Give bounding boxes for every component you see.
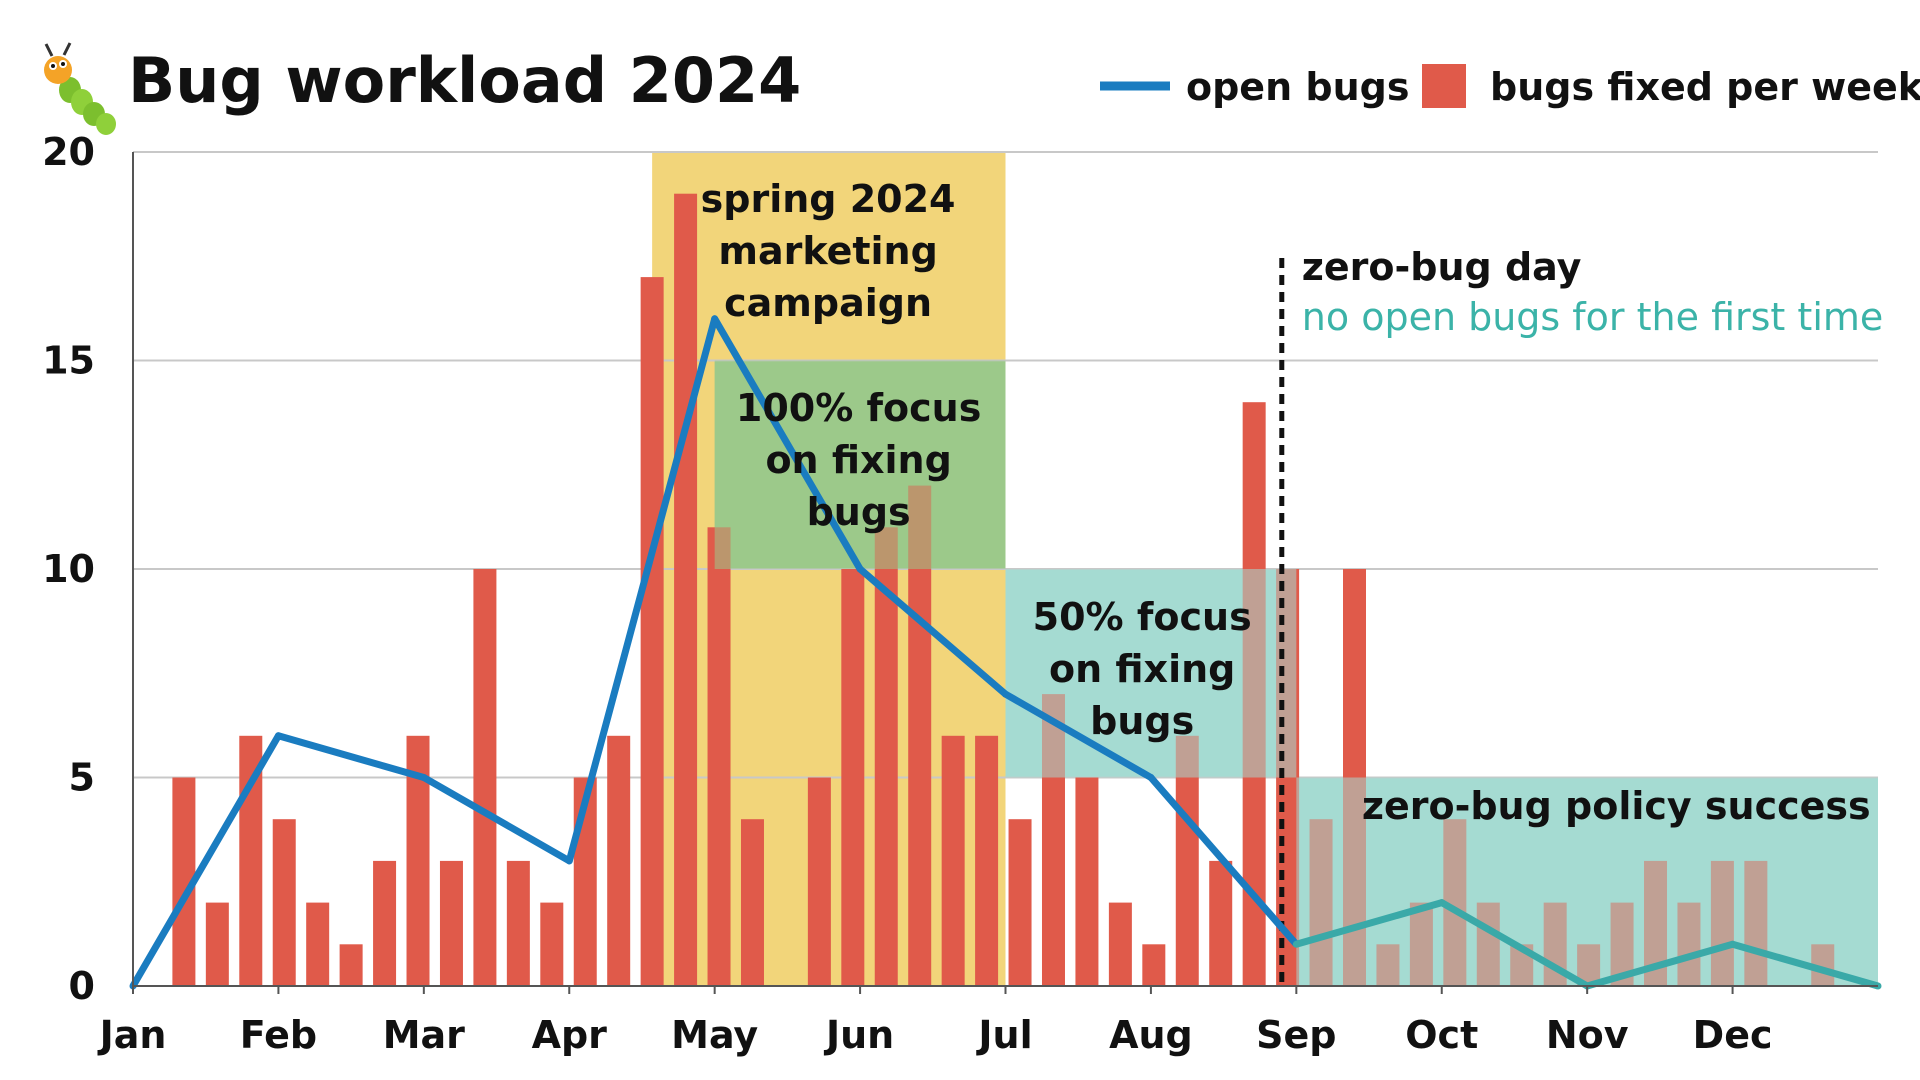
bar (941, 735, 965, 986)
legend: open bugs bugs fixed per week (1100, 64, 1920, 109)
bar (473, 569, 497, 986)
bar (373, 860, 397, 986)
bar (339, 944, 363, 986)
campaign-label: campaign (724, 281, 932, 325)
line-point (1147, 774, 1155, 781)
policy-label: zero-bug policy success (1362, 784, 1871, 828)
bar (908, 485, 932, 986)
line-series (129, 315, 1882, 990)
bar (540, 902, 564, 986)
annotation-labels: spring 2024 marketing campaign 100% focus on… (701, 177, 1884, 828)
chart-title: Bug workload 2024 (128, 44, 801, 117)
axes: 0 5 10 15 20 Jan Feb Mar Apr May Jun Jul Aug Sep Oct No… (42, 130, 1878, 1057)
bar (172, 777, 196, 986)
line-point (1438, 899, 1446, 907)
x-tick-label: Jun (823, 1013, 894, 1057)
focus-50-overlay (1005, 569, 1297, 778)
campaign-label: spring 2024 (701, 177, 956, 221)
line-point (1292, 940, 1300, 948)
x-tick-label: Aug (1109, 1013, 1193, 1057)
line-point (274, 732, 282, 740)
line-point (565, 857, 573, 865)
zero-bug-day-subtitle: no open bugs for the first time (1302, 295, 1884, 339)
x-tick-label: Oct (1405, 1013, 1478, 1057)
focus-100-label: on fixing (765, 438, 951, 482)
line-point (420, 774, 428, 781)
bar (640, 277, 664, 987)
x-tick-label: Jan (97, 1013, 167, 1057)
bar (807, 777, 831, 986)
x-tick-label: Jul (975, 1013, 1032, 1057)
x-tick-label: Mar (383, 1013, 465, 1057)
bar (205, 902, 229, 986)
line-point (856, 565, 864, 573)
x-tick-label: Sep (1256, 1013, 1336, 1057)
focus-50-label: on fixing (1049, 647, 1235, 691)
x-tick-label: May (671, 1013, 758, 1057)
bar (841, 569, 865, 986)
line-point (711, 315, 719, 323)
bar (1175, 735, 1199, 986)
policy-band-overlay (1296, 777, 1878, 986)
bar (1075, 777, 1099, 986)
campaign-label: marketing (718, 229, 937, 273)
bar (306, 902, 330, 986)
line-point (1002, 690, 1009, 698)
zero-bug-day-title: zero-bug day (1302, 245, 1582, 289)
focus-100-label: 100% focus (736, 386, 981, 430)
legend-line-label: open bugs (1186, 65, 1409, 109)
bar (1142, 944, 1166, 986)
y-tick-label: 0 (69, 964, 95, 1008)
title-icon (44, 42, 116, 135)
legend-bar-label: bugs fixed per week (1490, 65, 1920, 109)
bar (1008, 819, 1032, 986)
line-point (1729, 940, 1737, 948)
y-tick-label: 5 (69, 756, 95, 800)
focus-50-label: bugs (1090, 699, 1194, 743)
x-tick-label: Apr (532, 1013, 608, 1057)
bar (607, 735, 631, 986)
bar (740, 819, 764, 986)
bar (406, 735, 430, 986)
bar (272, 819, 296, 986)
x-tick-label: Feb (240, 1013, 317, 1057)
bar (1108, 902, 1132, 986)
bar (439, 860, 463, 986)
bar (1209, 860, 1233, 986)
y-tick-label: 10 (42, 547, 95, 591)
x-tick-label: Dec (1693, 1013, 1773, 1057)
bar (975, 735, 999, 986)
bar (506, 860, 530, 986)
bar (674, 193, 698, 986)
y-tick-label: 15 (42, 339, 95, 383)
focus-50-label: 50% focus (1033, 595, 1252, 639)
bar-series (172, 193, 1878, 987)
bar (874, 527, 898, 986)
focus-100-label: bugs (807, 490, 911, 534)
legend-bar-swatch (1422, 64, 1466, 108)
x-tick-label: Nov (1546, 1013, 1629, 1057)
bar (707, 527, 731, 986)
y-tick-label: 20 (42, 130, 95, 174)
